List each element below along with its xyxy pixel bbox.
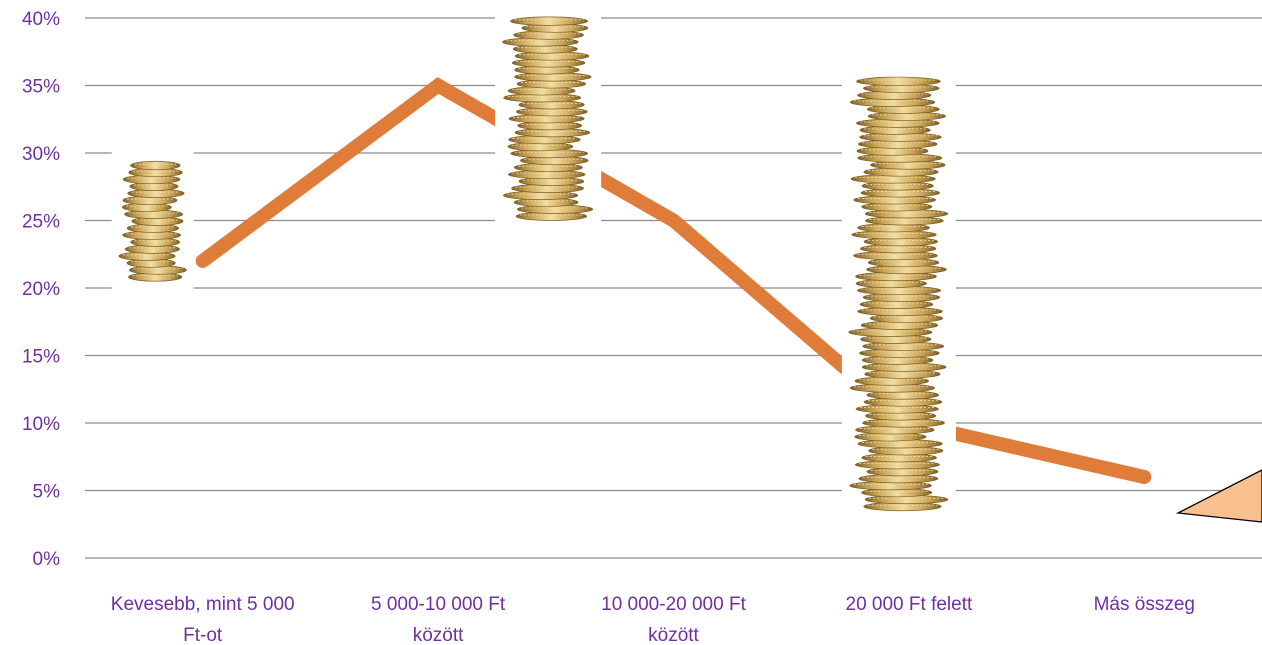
series-line xyxy=(195,77,1152,484)
y-axis: 40% 35% 30% 25% 20% 15% 10% 5% 0% xyxy=(22,9,60,570)
x-axis: Kevesebb, mint 5 000 Ft-ot 5 000-10 000 Ft… xyxy=(111,594,1195,645)
x-tick-label: 20 000 Ft felett xyxy=(846,594,973,615)
callout-pointer xyxy=(1175,469,1262,523)
y-tick-label: 5% xyxy=(33,482,61,503)
y-tick-label: 0% xyxy=(33,549,61,570)
y-tick-label: 35% xyxy=(22,77,60,98)
y-tick-label: 10% xyxy=(22,414,60,435)
series-line-group xyxy=(195,77,1152,484)
coin-stacks xyxy=(111,0,956,523)
coin-stack-icon xyxy=(111,149,194,292)
gridlines xyxy=(85,17,1262,559)
coin-stack-icon xyxy=(495,0,602,233)
x-tick-label: között xyxy=(648,625,699,645)
x-tick-label: között xyxy=(413,625,464,645)
x-tick-label: Ft-ot xyxy=(183,625,223,645)
callout-shape xyxy=(1175,469,1262,523)
y-tick-label: 30% xyxy=(22,144,60,165)
y-tick-label: 15% xyxy=(22,347,60,368)
y-tick-label: 20% xyxy=(22,279,60,300)
y-tick-label: 25% xyxy=(22,212,60,233)
x-tick-label: Más összeg xyxy=(1094,594,1195,615)
x-tick-label: 5 000-10 000 Ft xyxy=(371,594,506,615)
y-tick-label: 40% xyxy=(22,9,60,30)
x-tick-label: 10 000-20 000 Ft xyxy=(601,594,746,615)
x-tick-label: Kevesebb, mint 5 000 xyxy=(111,594,295,615)
coin-stack-icon xyxy=(841,60,956,523)
